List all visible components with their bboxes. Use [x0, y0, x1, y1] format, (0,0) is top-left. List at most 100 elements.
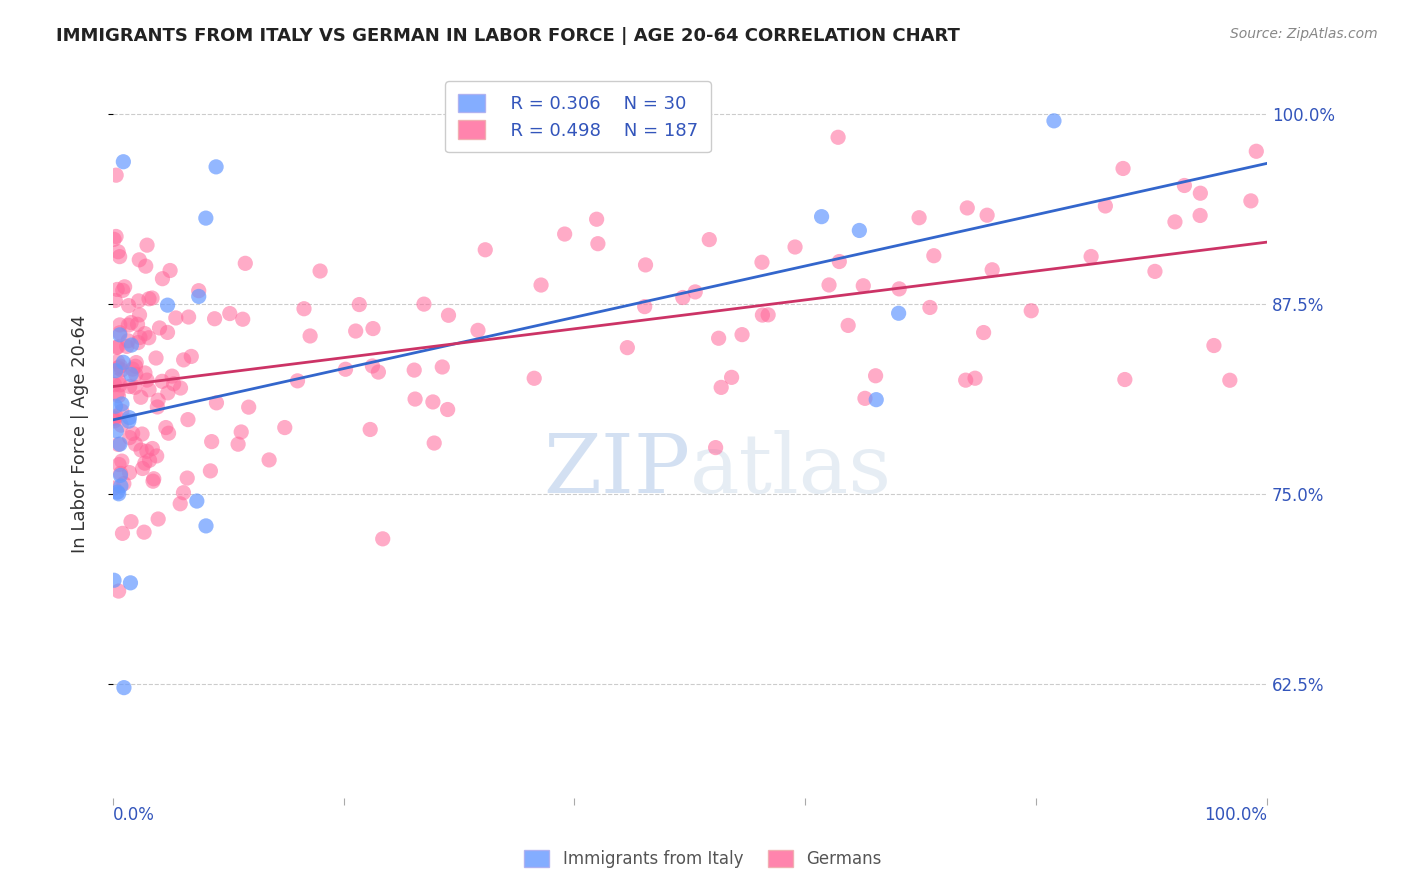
Point [131, 461, 153, 475]
Point [1080, 250, 1102, 264]
Point [108, 250, 131, 264]
Point [120, 515, 142, 529]
Point [201, 434, 224, 449]
Point [827, 130, 849, 145]
Point [922, 249, 945, 263]
Point [783, 240, 806, 254]
Point [132, 525, 155, 540]
Point [121, 362, 143, 376]
Point [973, 326, 995, 340]
Point [134, 456, 156, 470]
Point [683, 285, 706, 299]
Point [104, 293, 127, 308]
Point [103, 414, 125, 428]
Point [707, 331, 730, 345]
Point [1189, 209, 1212, 223]
Point [697, 233, 720, 247]
Point [135, 259, 157, 273]
Point [437, 308, 460, 322]
Point [118, 410, 141, 425]
Point [169, 497, 191, 511]
Point [110, 363, 132, 377]
Point [981, 262, 1004, 277]
Point [344, 324, 367, 338]
Point [110, 359, 132, 374]
Point [474, 243, 496, 257]
Point [205, 396, 228, 410]
Point [134, 366, 156, 380]
Point [204, 311, 226, 326]
Point [107, 487, 129, 501]
Point [848, 223, 870, 237]
Point [108, 327, 131, 342]
Point [218, 307, 240, 321]
Point [1202, 338, 1225, 352]
Point [172, 485, 194, 500]
Point [194, 211, 217, 226]
Point [672, 291, 695, 305]
Point [138, 383, 160, 397]
Point [165, 310, 187, 325]
Point [129, 330, 152, 344]
Point [292, 301, 315, 316]
Point [257, 453, 280, 467]
Point [155, 420, 177, 434]
Point [105, 282, 128, 296]
Point [233, 256, 256, 270]
Point [163, 376, 186, 391]
Point [118, 379, 141, 393]
Text: Source: ZipAtlas.com: Source: ZipAtlas.com [1230, 27, 1378, 41]
Point [103, 377, 125, 392]
Point [105, 409, 128, 424]
Point [586, 236, 609, 251]
Point [107, 354, 129, 368]
Point [177, 310, 200, 324]
Point [361, 321, 384, 335]
Point [124, 359, 146, 374]
Point [141, 291, 163, 305]
Point [103, 411, 125, 425]
Point [128, 308, 150, 322]
Point [129, 443, 152, 458]
Point [152, 271, 174, 285]
Point [200, 464, 222, 478]
Point [107, 437, 129, 451]
Point [146, 400, 169, 414]
Point [105, 168, 128, 182]
Point [108, 326, 131, 340]
Point [274, 420, 297, 434]
Point [128, 252, 150, 267]
Point [1189, 186, 1212, 201]
Point [1143, 264, 1166, 278]
Point [523, 371, 546, 385]
Point [104, 399, 127, 413]
Point [107, 373, 129, 387]
Point [810, 210, 832, 224]
Point [828, 254, 851, 268]
Point [1112, 161, 1135, 176]
Point [112, 355, 135, 369]
Point [108, 437, 131, 451]
Point [135, 444, 157, 458]
Point [120, 338, 142, 352]
Point [436, 402, 458, 417]
Point [335, 362, 357, 376]
Point [361, 359, 384, 373]
Point [226, 437, 249, 451]
Point [111, 404, 134, 418]
Point [107, 485, 129, 500]
Point [156, 385, 179, 400]
Legend: Immigrants from Italy, Germans: Immigrants from Italy, Germans [517, 843, 889, 875]
Point [111, 454, 134, 468]
Point [118, 414, 141, 428]
Point [103, 481, 125, 495]
Point [121, 426, 143, 441]
Point [367, 365, 389, 379]
Point [118, 466, 141, 480]
Point [131, 427, 153, 442]
Point [105, 341, 128, 355]
Point [115, 339, 138, 353]
Point [141, 442, 163, 456]
Point [107, 389, 129, 403]
Point [120, 316, 142, 330]
